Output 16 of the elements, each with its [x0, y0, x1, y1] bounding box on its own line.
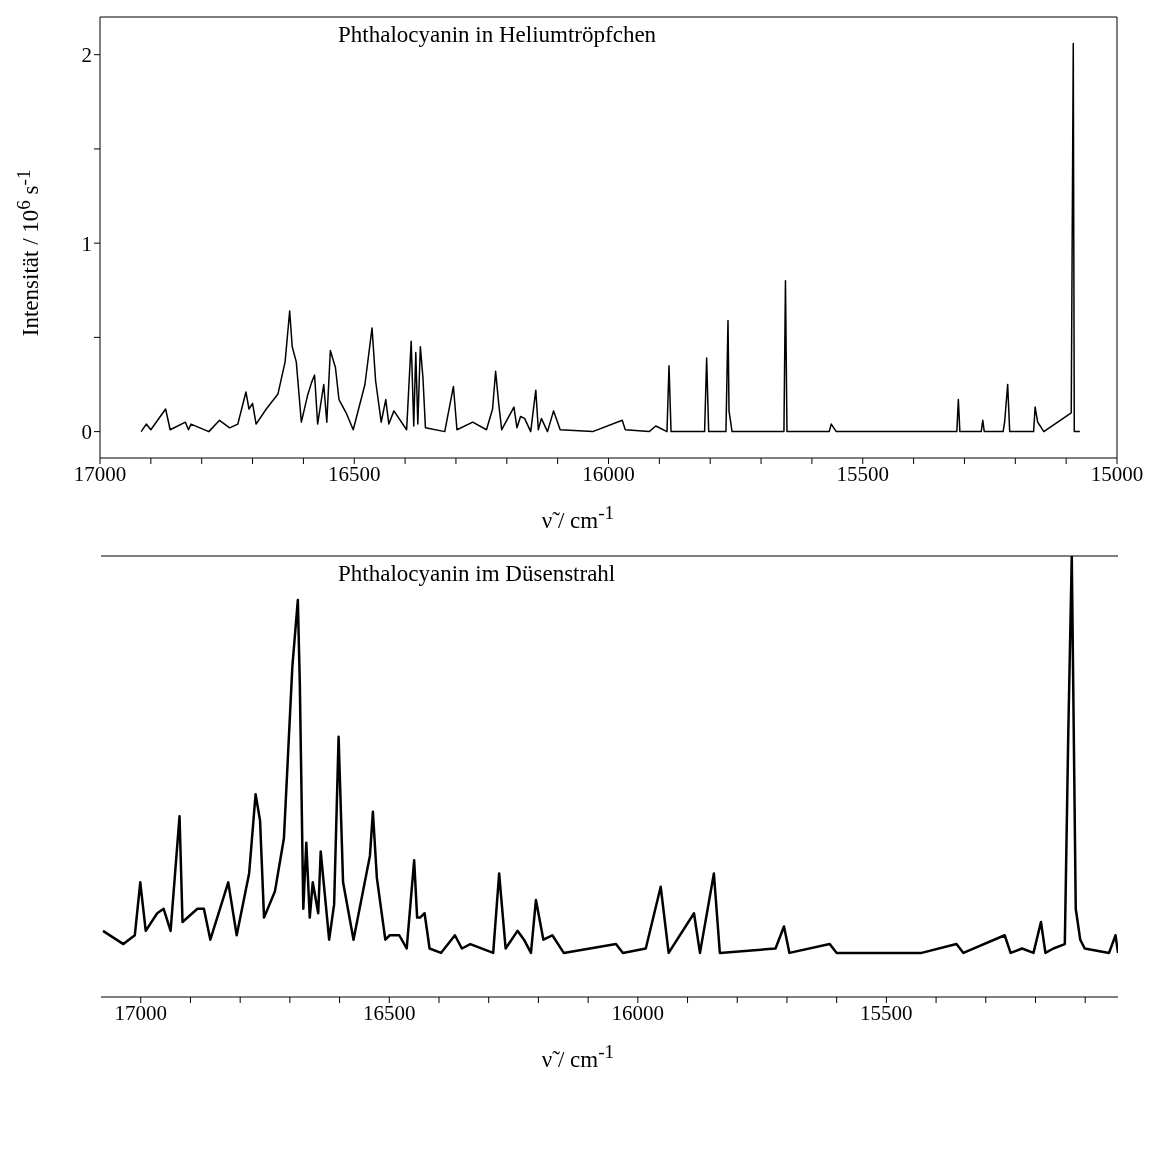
x-tick-label: 15500: [836, 461, 889, 486]
chart-title: Phthalocyanin im Düsenstrahl: [338, 561, 616, 587]
x-axis-title: ν̃ / cm$^{-1}$: [540, 502, 616, 534]
y-tick-label: 2: [81, 43, 92, 68]
x-tick-label: 16500: [363, 1000, 416, 1025]
x-tick-label: 17000: [73, 461, 127, 486]
x-tick-label: 15500: [860, 1000, 913, 1025]
x-tick-label: 16500: [328, 461, 381, 486]
chart-title: Phthalocyanin in Heliumtröpfchen: [338, 22, 657, 48]
x-axis-title: ν̃ / cm$^{-1}$: [540, 1041, 616, 1073]
y-tick-label: 0: [81, 420, 92, 445]
x-tick-label: 15000: [1090, 461, 1144, 486]
x-tick-label: 17000: [114, 1000, 168, 1025]
x-tick-label: 16000: [611, 1000, 665, 1025]
y-tick-label: 1: [81, 231, 92, 256]
x-tick-label: 16000: [582, 461, 635, 486]
